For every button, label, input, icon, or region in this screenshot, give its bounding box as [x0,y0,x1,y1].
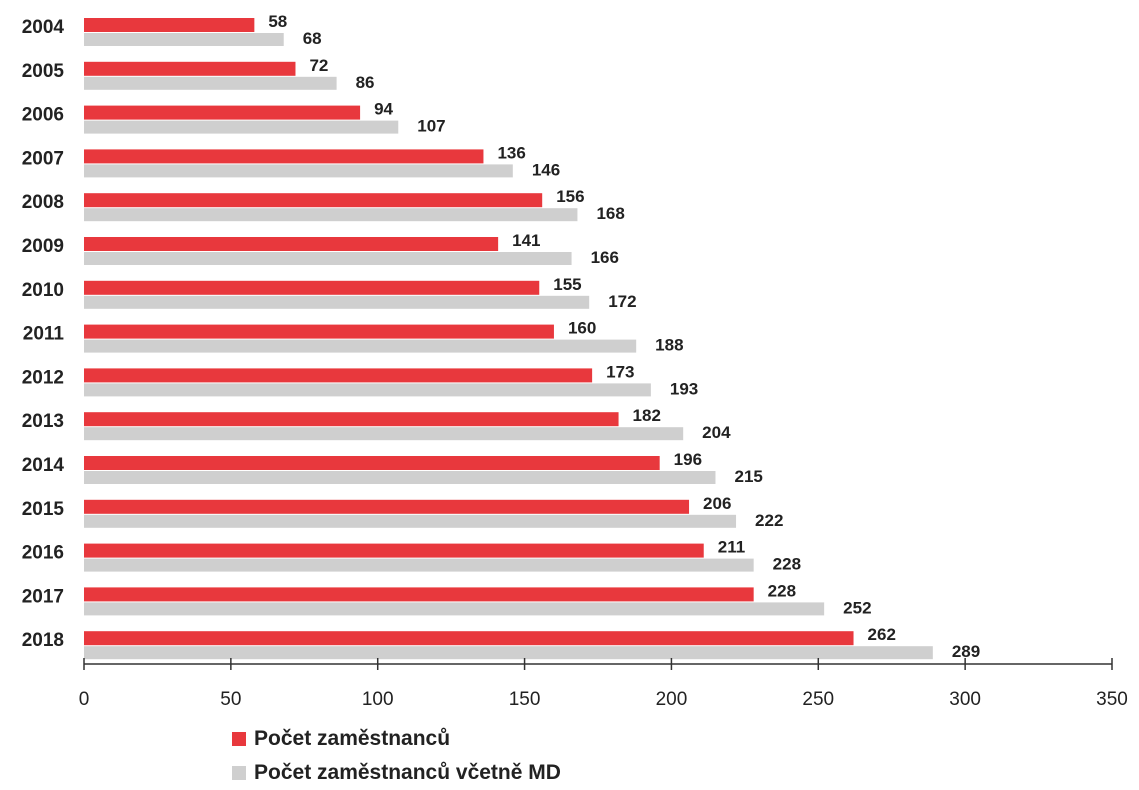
data-label-employees-md: 68 [303,29,322,48]
data-label-employees: 155 [553,275,581,294]
y-tick-label: 2004 [22,17,65,38]
data-label-employees: 211 [718,538,745,557]
data-label-employees-md: 252 [843,598,871,617]
bar-employees-md [84,558,754,572]
bar-chart: 2004 58 68 2005 72 86 2006 94 107 2007 136 146 2008 1… [22,12,1128,710]
x-tick-label: 300 [949,689,981,710]
data-label-employees: 156 [556,187,584,206]
x-tick-label: 0 [79,689,90,710]
bar-employees [84,456,660,470]
bar-employees [84,149,484,164]
x-tick-label: 50 [220,689,241,710]
data-label-employees: 196 [674,450,702,469]
data-label-employees: 141 [512,231,540,250]
data-label-employees-md: 289 [952,642,980,661]
x-tick-label: 150 [509,689,541,710]
y-tick-label: 2015 [22,499,65,520]
legend-item-employees-md: Počet zaměstnanců včetně MD [232,756,561,790]
data-label-employees: 173 [606,362,634,381]
bar-employees-md [84,120,399,134]
legend-swatch-employees-md [232,766,246,780]
data-label-employees-md: 222 [755,511,783,530]
y-tick-label: 2008 [22,192,64,213]
bar-employees [84,368,593,383]
data-label-employees-md: 228 [773,555,801,574]
data-label-employees: 206 [703,494,731,513]
bar-employees [84,18,255,32]
bar-employees [84,237,499,251]
data-label-employees-md: 188 [655,336,683,355]
legend-swatch-employees [232,732,246,746]
data-label-employees-md: 172 [608,292,636,311]
data-label-employees: 262 [868,625,896,644]
data-label-employees: 72 [309,56,328,75]
legend-label-employees: Počet zaměstnanců [254,727,451,750]
y-tick-label: 2012 [22,367,64,388]
bar-employees [84,280,540,295]
bar-employees-md [84,164,513,178]
bar-employees [84,543,704,558]
data-label-employees: 160 [568,319,596,338]
bar-employees [84,587,754,602]
y-tick-label: 2018 [22,630,64,651]
y-tick-label: 2013 [22,411,64,432]
bar-employees-md [84,295,590,309]
data-label-employees: 94 [374,100,393,119]
y-tick-label: 2016 [22,543,64,564]
y-tick-label: 2011 [23,324,65,345]
bar-employees-md [84,33,284,46]
data-label-employees-md: 166 [591,248,619,267]
bar-employees-md [84,339,637,353]
bar-employees [84,193,543,208]
data-label-employees: 182 [633,406,661,425]
data-label-employees-md: 204 [702,423,731,442]
bar-employees-md [84,646,933,660]
bar-employees [84,105,361,120]
y-tick-label: 2007 [22,148,64,169]
bar-employees-md [84,252,572,265]
bar-employees [84,324,554,339]
data-label-employees-md: 146 [532,160,560,179]
data-label-employees-md: 193 [670,379,698,398]
bar-employees [84,412,619,427]
data-label-employees: 136 [497,143,525,162]
y-tick-label: 2014 [22,455,65,476]
x-tick-label: 350 [1096,689,1128,710]
bar-employees-md [84,602,825,616]
bar-employees [84,499,690,514]
bar-employees-md [84,208,578,222]
bar-employees [84,631,854,646]
x-tick-label: 100 [362,689,394,710]
bar-employees-md [84,76,337,90]
y-tick-label: 2005 [22,61,65,82]
legend-item-employees: Počet zaměstnanců [232,722,561,756]
legend: Počet zaměstnanců Počet zaměstnanců včet… [232,722,561,790]
data-label-employees-md: 215 [734,467,762,486]
data-label-employees: 228 [768,581,796,600]
bar-employees-md [84,514,737,528]
y-tick-label: 2006 [22,105,64,126]
y-tick-label: 2010 [22,280,64,301]
x-tick-label: 250 [802,689,834,710]
y-tick-label: 2009 [22,236,64,257]
data-label-employees-md: 86 [356,73,375,92]
bar-employees-md [84,383,651,397]
data-label-employees-md: 168 [596,204,624,223]
legend-label-employees-md: Počet zaměstnanců včetně MD [254,761,561,784]
bar-employees [84,61,296,76]
y-tick-label: 2017 [22,586,64,607]
bar-employees-md [84,471,716,484]
data-label-employees: 58 [268,12,287,31]
data-label-employees-md: 107 [417,117,445,136]
bar-employees-md [84,427,684,441]
x-tick-label: 200 [656,689,688,710]
